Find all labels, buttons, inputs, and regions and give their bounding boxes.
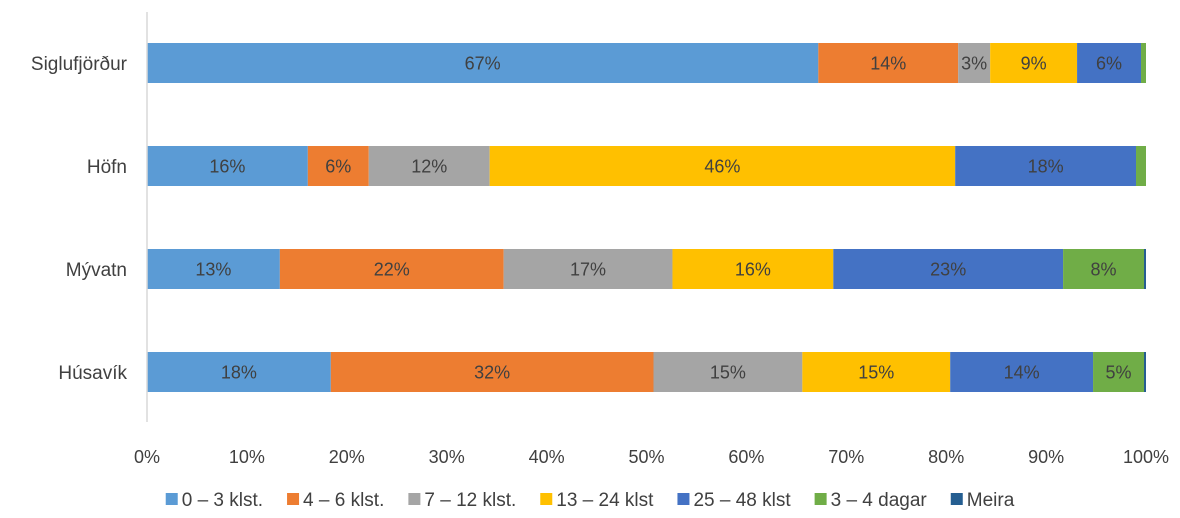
data-label-myvatn-0-3-klst: 13% [195, 260, 231, 280]
bar-husavik-meira [1144, 352, 1146, 392]
legend-label-4-6-klst: 4 – 6 klst. [303, 490, 384, 511]
bar-siglufjordur-0-3-klst [147, 43, 819, 83]
bar-siglufjordur-3-4-dagar [1141, 43, 1146, 83]
bar-siglufjordur-7-12-klst [958, 43, 991, 83]
bar-husavik-25-48-klst [950, 352, 1094, 392]
x-tick-80: 80% [928, 447, 964, 467]
bar-husavik-13-24-klst [802, 352, 951, 392]
data-label-husavik-13-24-klst: 15% [858, 363, 894, 383]
bar-myvatn-25-48-klst [833, 249, 1064, 289]
legend-swatch-3-4-dagar [814, 493, 827, 505]
legend: 0 – 3 klst. 4 – 6 klst. 7 – 12 klst. 13 – 2… [165, 490, 1015, 511]
data-label-siglufjordur-7-12-klst: 3% [961, 54, 987, 74]
x-axis-tick-labels: 0% 10% 20% 30% 40% 50% 60% 70% 80% 90% 100% [134, 447, 1169, 467]
data-label-myvatn-4-6-klst: 22% [374, 260, 410, 280]
legend-swatch-25-48-klst [677, 493, 690, 505]
category-label-hofn: Höfn [87, 157, 127, 178]
legend-swatch-7-12-klst [408, 493, 421, 505]
bar-husavik-0-3-klst [147, 352, 331, 392]
bar-hofn-3-4-dagar [1136, 146, 1146, 186]
data-label-siglufjordur-0-3-klst: 67% [465, 54, 501, 74]
x-tick-20: 20% [329, 447, 365, 467]
data-label-siglufjordur-25-48-klst: 6% [1096, 54, 1122, 74]
category-label-husavik: Húsavík [58, 363, 127, 384]
bar-hofn-13-24-klst [489, 146, 956, 186]
data-label-husavik-4-6-klst: 32% [474, 363, 510, 383]
legend-swatch-13-24-klst [540, 493, 553, 505]
data-label-hofn-13-24-klst: 46% [704, 157, 740, 177]
bar-hofn-7-12-klst [368, 146, 490, 186]
bar-myvatn-0-3-klst [147, 249, 280, 289]
bar-hofn-25-48-klst [955, 146, 1137, 186]
bar-siglufjordur-4-6-klst [818, 43, 959, 83]
x-tick-10: 10% [229, 447, 265, 467]
x-tick-70: 70% [828, 447, 864, 467]
data-label-hofn-0-3-klst: 16% [209, 157, 245, 177]
bar-husavik-4-6-klst [330, 352, 654, 392]
legend-swatch-0-3-klst [165, 493, 178, 505]
legend-swatch-4-6-klst [287, 493, 300, 505]
x-tick-0: 0% [134, 447, 160, 467]
legend-label-0-3-klst: 0 – 3 klst. [182, 490, 263, 511]
category-labels: Siglufjörður Höfn Mývatn Húsavík [31, 54, 128, 384]
data-label-hofn-4-6-klst: 6% [325, 157, 351, 177]
bar-hofn-4-6-klst [307, 146, 369, 186]
data-label-husavik-3-4-dagar: 5% [1106, 363, 1132, 383]
data-label-husavik-7-12-klst: 15% [710, 363, 746, 383]
bars-layer: 67% 14% 3% 9% 6% 16% 6% 12% 46% 18% 13% 22% 17% 16% 23… [147, 43, 1146, 392]
legend-label-3-4-dagar: 3 – 4 dagar [831, 490, 928, 511]
bar-husavik-7-12-klst [653, 352, 803, 392]
data-label-hofn-25-48-klst: 18% [1028, 157, 1064, 177]
legend-label-7-12-klst: 7 – 12 klst. [424, 490, 516, 511]
data-label-myvatn-13-24-klst: 16% [735, 260, 771, 280]
data-label-hofn-7-12-klst: 12% [411, 157, 447, 177]
legend-label-25-48-klst: 25 – 48 klst [693, 490, 791, 511]
x-tick-40: 40% [529, 447, 565, 467]
data-label-myvatn-7-12-klst: 17% [570, 260, 606, 280]
bar-myvatn-4-6-klst [279, 249, 504, 289]
bar-siglufjordur-13-24-klst [990, 43, 1078, 83]
data-label-husavik-0-3-klst: 18% [221, 363, 257, 383]
legend-label-meira: Meira [967, 490, 1015, 511]
x-tick-50: 50% [628, 447, 664, 467]
data-label-siglufjordur-4-6-klst: 14% [870, 54, 906, 74]
category-label-siglufjordur: Siglufjörður [31, 54, 128, 75]
bar-myvatn-3-4-dagar [1063, 249, 1144, 289]
x-tick-60: 60% [728, 447, 764, 467]
x-tick-90: 90% [1028, 447, 1064, 467]
bar-husavik-3-4-dagar [1093, 352, 1144, 392]
data-label-husavik-25-48-klst: 14% [1004, 363, 1040, 383]
legend-swatch-meira [950, 493, 963, 505]
bar-siglufjordur-25-48-klst [1077, 43, 1142, 83]
bar-myvatn-13-24-klst [672, 249, 834, 289]
data-label-siglufjordur-13-24-klst: 9% [1021, 54, 1047, 74]
bar-myvatn-7-12-klst [503, 249, 673, 289]
category-label-myvatn: Mývatn [66, 260, 127, 281]
data-label-myvatn-3-4-dagar: 8% [1091, 260, 1117, 280]
bar-myvatn-meira [1144, 249, 1146, 289]
data-label-myvatn-25-48-klst: 23% [930, 260, 966, 280]
legend-label-13-24-klst: 13 – 24 klst [556, 490, 654, 511]
x-tick-30: 30% [429, 447, 465, 467]
bar-hofn-0-3-klst [147, 146, 308, 186]
x-tick-100: 100% [1123, 447, 1169, 467]
